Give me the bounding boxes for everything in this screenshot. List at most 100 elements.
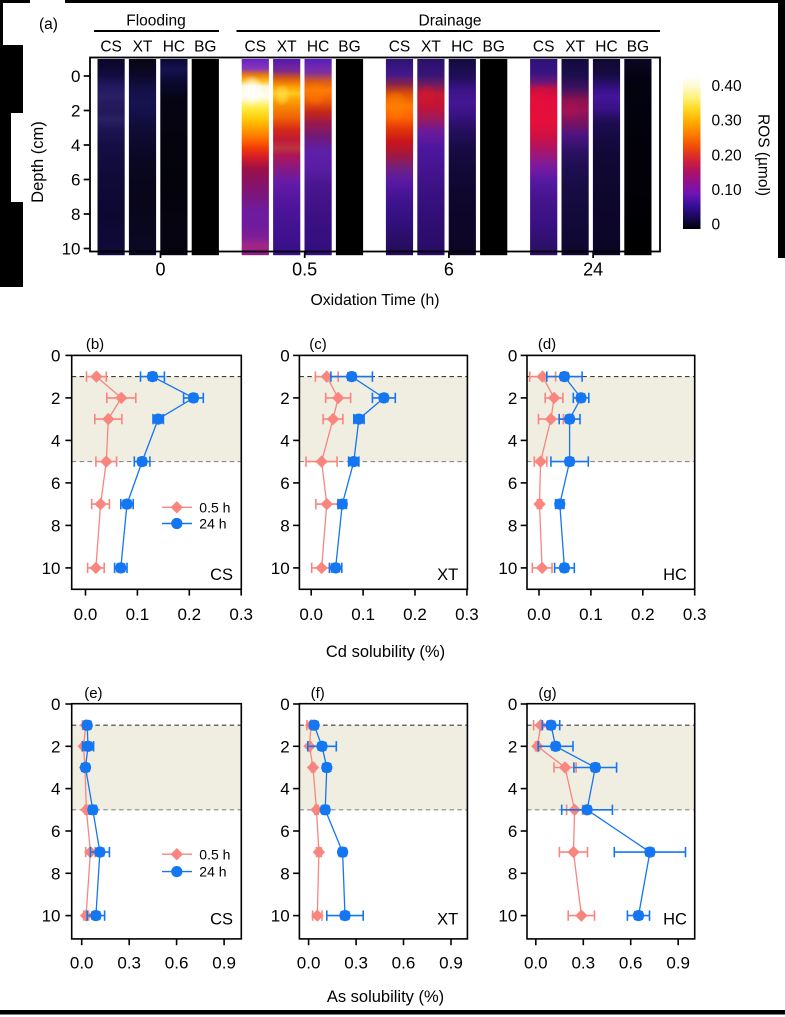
svg-text:Oxidation Time (h): Oxidation Time (h) xyxy=(310,292,439,309)
svg-text:2: 2 xyxy=(508,389,517,408)
svg-text:8: 8 xyxy=(280,864,289,883)
svg-text:CS: CS xyxy=(533,39,555,56)
svg-text:0.3: 0.3 xyxy=(683,605,707,624)
svg-text:4: 4 xyxy=(508,780,517,799)
svg-text:0.20: 0.20 xyxy=(712,147,743,164)
svg-text:ROS (µmol): ROS (µmol) xyxy=(755,114,772,196)
svg-text:(c): (c) xyxy=(309,336,327,353)
svg-text:XT: XT xyxy=(437,911,458,929)
svg-text:2: 2 xyxy=(51,737,60,756)
svg-text:6: 6 xyxy=(444,260,454,280)
svg-text:0: 0 xyxy=(71,67,80,86)
svg-text:10: 10 xyxy=(62,240,81,259)
svg-text:2: 2 xyxy=(51,389,60,408)
svg-text:0: 0 xyxy=(280,695,289,714)
svg-text:0.0: 0.0 xyxy=(524,953,548,972)
svg-text:2: 2 xyxy=(508,737,517,756)
svg-text:Depth (cm): Depth (cm) xyxy=(29,121,47,203)
svg-text:0.5: 0.5 xyxy=(292,260,317,280)
svg-text:24 h: 24 h xyxy=(199,864,226,880)
svg-text:24: 24 xyxy=(583,260,603,280)
svg-text:Cd solubility (%): Cd solubility (%) xyxy=(326,643,445,661)
svg-text:CS: CS xyxy=(245,39,267,56)
svg-text:Drainage: Drainage xyxy=(419,13,482,30)
svg-text:HC: HC xyxy=(451,39,473,56)
svg-text:CS: CS xyxy=(389,39,411,56)
svg-text:XT: XT xyxy=(277,39,297,56)
svg-text:8: 8 xyxy=(508,517,517,536)
svg-text:0.6: 0.6 xyxy=(619,953,643,972)
svg-text:HC: HC xyxy=(307,39,329,56)
svg-text:XT: XT xyxy=(565,39,585,56)
svg-text:0.5 h: 0.5 h xyxy=(199,846,230,862)
svg-text:0.3: 0.3 xyxy=(455,605,479,624)
svg-text:HC: HC xyxy=(663,566,687,584)
svg-text:0: 0 xyxy=(712,217,721,234)
svg-text:0: 0 xyxy=(280,347,289,366)
svg-text:0.9: 0.9 xyxy=(666,953,690,972)
svg-text:4: 4 xyxy=(508,432,517,451)
svg-text:10: 10 xyxy=(42,559,61,578)
svg-text:2: 2 xyxy=(280,737,289,756)
svg-text:0.3: 0.3 xyxy=(344,953,368,972)
svg-text:HC: HC xyxy=(163,39,185,56)
svg-text:0.1: 0.1 xyxy=(579,605,603,624)
svg-text:0.2: 0.2 xyxy=(631,605,655,624)
svg-text:0.6: 0.6 xyxy=(392,953,416,972)
svg-text:24 h: 24 h xyxy=(199,516,226,532)
svg-text:(g): (g) xyxy=(538,685,556,702)
svg-text:CS: CS xyxy=(100,39,122,56)
svg-text:6: 6 xyxy=(508,474,517,493)
svg-text:BG: BG xyxy=(194,39,216,56)
svg-text:10: 10 xyxy=(42,907,61,926)
svg-text:CS: CS xyxy=(210,566,233,584)
svg-text:0.0: 0.0 xyxy=(70,953,94,972)
svg-text:0: 0 xyxy=(508,695,517,714)
svg-text:BG: BG xyxy=(338,39,360,56)
svg-text:10: 10 xyxy=(498,907,517,926)
svg-text:0.3: 0.3 xyxy=(229,605,253,624)
svg-text:HC: HC xyxy=(595,39,617,56)
svg-text:0.30: 0.30 xyxy=(712,113,743,130)
svg-text:4: 4 xyxy=(280,780,289,799)
svg-text:4: 4 xyxy=(51,780,60,799)
svg-text:0.6: 0.6 xyxy=(165,953,189,972)
svg-text:XT: XT xyxy=(421,39,441,56)
svg-text:0.5 h: 0.5 h xyxy=(199,499,230,515)
svg-text:8: 8 xyxy=(71,205,80,224)
svg-text:0: 0 xyxy=(51,347,60,366)
svg-text:0.9: 0.9 xyxy=(212,953,236,972)
svg-text:0.0: 0.0 xyxy=(74,605,98,624)
svg-text:0.0: 0.0 xyxy=(527,605,551,624)
svg-text:(d): (d) xyxy=(538,336,556,353)
svg-text:4: 4 xyxy=(71,136,80,155)
svg-text:8: 8 xyxy=(51,864,60,883)
svg-text:XT: XT xyxy=(437,566,458,584)
svg-text:Flooding: Flooding xyxy=(126,13,185,30)
svg-text:8: 8 xyxy=(51,517,60,536)
svg-text:0: 0 xyxy=(155,260,165,280)
svg-text:0.0: 0.0 xyxy=(297,953,321,972)
svg-text:(f): (f) xyxy=(311,685,325,702)
svg-text:0.3: 0.3 xyxy=(117,953,141,972)
svg-text:0.3: 0.3 xyxy=(571,953,595,972)
svg-text:6: 6 xyxy=(280,474,289,493)
svg-text:0.2: 0.2 xyxy=(177,605,201,624)
svg-text:6: 6 xyxy=(51,822,60,841)
svg-text:6: 6 xyxy=(51,474,60,493)
svg-text:0.10: 0.10 xyxy=(712,182,743,199)
svg-text:10: 10 xyxy=(498,559,517,578)
svg-text:0.0: 0.0 xyxy=(299,605,323,624)
svg-text:BG: BG xyxy=(482,39,504,56)
svg-text:HC: HC xyxy=(663,911,687,929)
svg-text:BG: BG xyxy=(627,39,649,56)
svg-text:4: 4 xyxy=(51,432,60,451)
svg-text:0: 0 xyxy=(51,695,60,714)
svg-text:(e): (e) xyxy=(84,685,102,702)
svg-text:0.1: 0.1 xyxy=(351,605,375,624)
svg-text:CS: CS xyxy=(210,911,233,929)
svg-text:0: 0 xyxy=(508,347,517,366)
svg-text:8: 8 xyxy=(280,517,289,536)
svg-text:0.2: 0.2 xyxy=(403,605,427,624)
svg-text:2: 2 xyxy=(71,102,80,121)
